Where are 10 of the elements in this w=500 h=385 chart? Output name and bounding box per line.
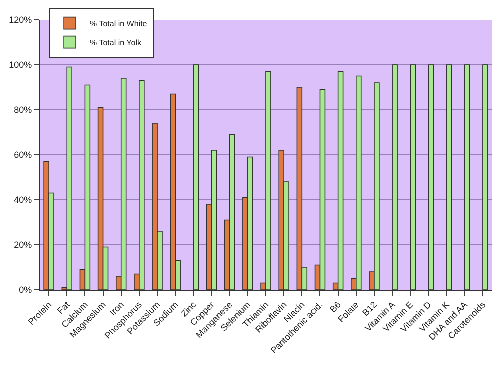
y-tick-label: 60%	[14, 150, 32, 160]
y-tick-label: 0%	[19, 285, 32, 296]
y-tick-label: 120%	[9, 15, 32, 26]
legend-label: % Total in Yolk	[90, 38, 142, 48]
legend-label: % Total in White	[90, 19, 148, 28]
y-tick-label: 100%	[9, 60, 32, 70]
x-tick-label: B6	[328, 300, 343, 315]
y-tick-label: 40%	[14, 195, 32, 206]
y-tick-label: 80%	[14, 105, 32, 116]
y-tick-label: 20%	[14, 240, 32, 250]
